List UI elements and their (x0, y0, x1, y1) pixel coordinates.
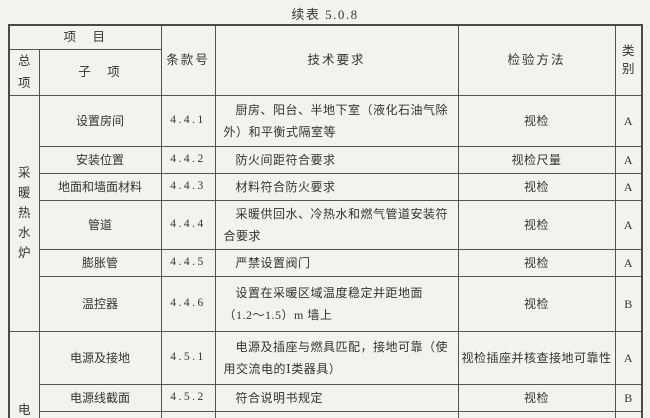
category-value: A (614, 330, 643, 385)
tech-requirement: 厨房、阳台、半地下室（液化石油气除外）和平衡式隔室等 (214, 94, 459, 147)
table-row: 采暖热水炉 设置房间 4.4.1 厨房、阳台、半地下室（液化石油气除外）和平衡式… (8, 94, 643, 332)
sub-item: 电源及接地 (38, 330, 162, 385)
clause-number: 4.4.6 (160, 275, 216, 332)
inspection-method: 视检 (457, 248, 616, 277)
table-row: 电源线截面 4.5.2 符合说明书规定 视检 B (9, 383, 643, 412)
header-row-2: 总项 子 项 (8, 49, 642, 96)
inspection-method: 视检 (457, 275, 616, 332)
inspection-method: 视检尺量 (457, 145, 616, 174)
table-row: 插座安装 4.5.3 应独立专用并安全固定，防火间距符合要求 视检 A (9, 410, 643, 418)
group-cell-electrical: 电气 (8, 330, 40, 418)
header-project: 项 目 (8, 24, 162, 51)
tech-requirement: 采暖供回水、冷热水和燃气管道安装符合要求 (214, 199, 459, 250)
inspection-method: 视检 (457, 94, 616, 147)
inspection-spec-table: 项 目 条款号 技术要求 检验方法 类别 总项 子 项 采暖热水炉 设置房间 4… (8, 24, 644, 418)
header-category: 类别 (614, 24, 643, 96)
table-row: 电气 电源及接地 4.5.1 电源及插座与燃具匹配，接地可靠（使用交流电的Ⅰ类器… (8, 330, 643, 418)
category-value: A (614, 410, 643, 418)
header-group: 总项 (8, 49, 40, 96)
sub-item: 安装位置 (38, 145, 162, 174)
tech-requirement: 符合说明书规定 (214, 383, 459, 412)
sub-item: 电源线截面 (38, 383, 162, 412)
header-row-1: 项 目 条款号 技术要求 检验方法 类别 (8, 24, 643, 96)
clause-number: 4.4.5 (160, 248, 216, 277)
header-tech: 技术要求 (214, 24, 459, 96)
category-value: A (614, 172, 643, 201)
clause-number: 4.4.4 (160, 199, 216, 250)
header-sub: 子 项 (38, 49, 162, 96)
group-label: 电气 (17, 403, 31, 418)
tech-requirement: 防火间距符合要求 (214, 145, 459, 174)
group-label: 采暖热水炉 (17, 166, 31, 261)
tech-requirement: 严禁设置阀门 (214, 248, 459, 277)
inspection-method: 视检 (457, 383, 616, 412)
category-value: A (614, 199, 643, 250)
category-value: B (614, 383, 643, 412)
sub-item: 地面和墙面材料 (38, 172, 162, 201)
sub-item: 设置房间 (38, 94, 162, 147)
clause-number: 4.5.3 (160, 410, 216, 418)
table-row: 管道 4.4.4 采暖供回水、冷热水和燃气管道安装符合要求 视检 A (9, 199, 643, 250)
table-continuation-title: 续表 5.0.8 (291, 7, 359, 22)
table-row: 膨胀管 4.4.5 严禁设置阀门 视检 A (9, 248, 643, 277)
group-cell-heating-furnace: 采暖热水炉 (8, 94, 40, 332)
category-value: A (614, 94, 643, 147)
clause-number: 4.4.1 (160, 94, 216, 147)
table-row: 安装位置 4.4.2 防火间距符合要求 视检尺量 A (9, 145, 643, 174)
tech-requirement: 应独立专用并安全固定，防火间距符合要求 (214, 410, 459, 418)
sub-item: 膨胀管 (38, 248, 162, 277)
clause-number: 4.4.3 (160, 172, 216, 201)
table-row: 地面和墙面材料 4.4.3 材料符合防火要求 视检 A (9, 172, 643, 201)
tech-requirement: 电源及插座与燃具匹配，接地可靠（使用交流电的Ⅰ类器具） (214, 330, 459, 385)
inspection-method: 视检 (457, 410, 616, 418)
clause-number: 4.4.2 (160, 145, 216, 174)
category-value: A (614, 248, 643, 277)
category-value: A (614, 145, 643, 174)
inspection-method: 视检 (457, 199, 616, 250)
sub-item: 管道 (38, 199, 162, 250)
clause-number: 4.5.1 (160, 330, 216, 385)
inspection-method: 视检 (457, 172, 616, 201)
header-category-text: 类别 (622, 44, 635, 77)
inspection-method: 视检插座并核查接地可靠性 (457, 330, 616, 385)
sub-item: 插座安装 (38, 410, 162, 418)
tech-requirement: 设置在采暖区域温度稳定并距地面（1.2～1.5）m 墙上 (214, 275, 459, 332)
header-method: 检验方法 (457, 24, 616, 96)
sub-item: 温控器 (38, 275, 162, 332)
table-row: 温控器 4.4.6 设置在采暖区域温度稳定并距地面（1.2～1.5）m 墙上 视… (9, 275, 643, 332)
clause-number: 4.5.2 (160, 383, 216, 412)
tech-requirement: 材料符合防火要求 (214, 172, 459, 201)
header-clause: 条款号 (160, 24, 216, 96)
category-value: B (614, 275, 643, 332)
